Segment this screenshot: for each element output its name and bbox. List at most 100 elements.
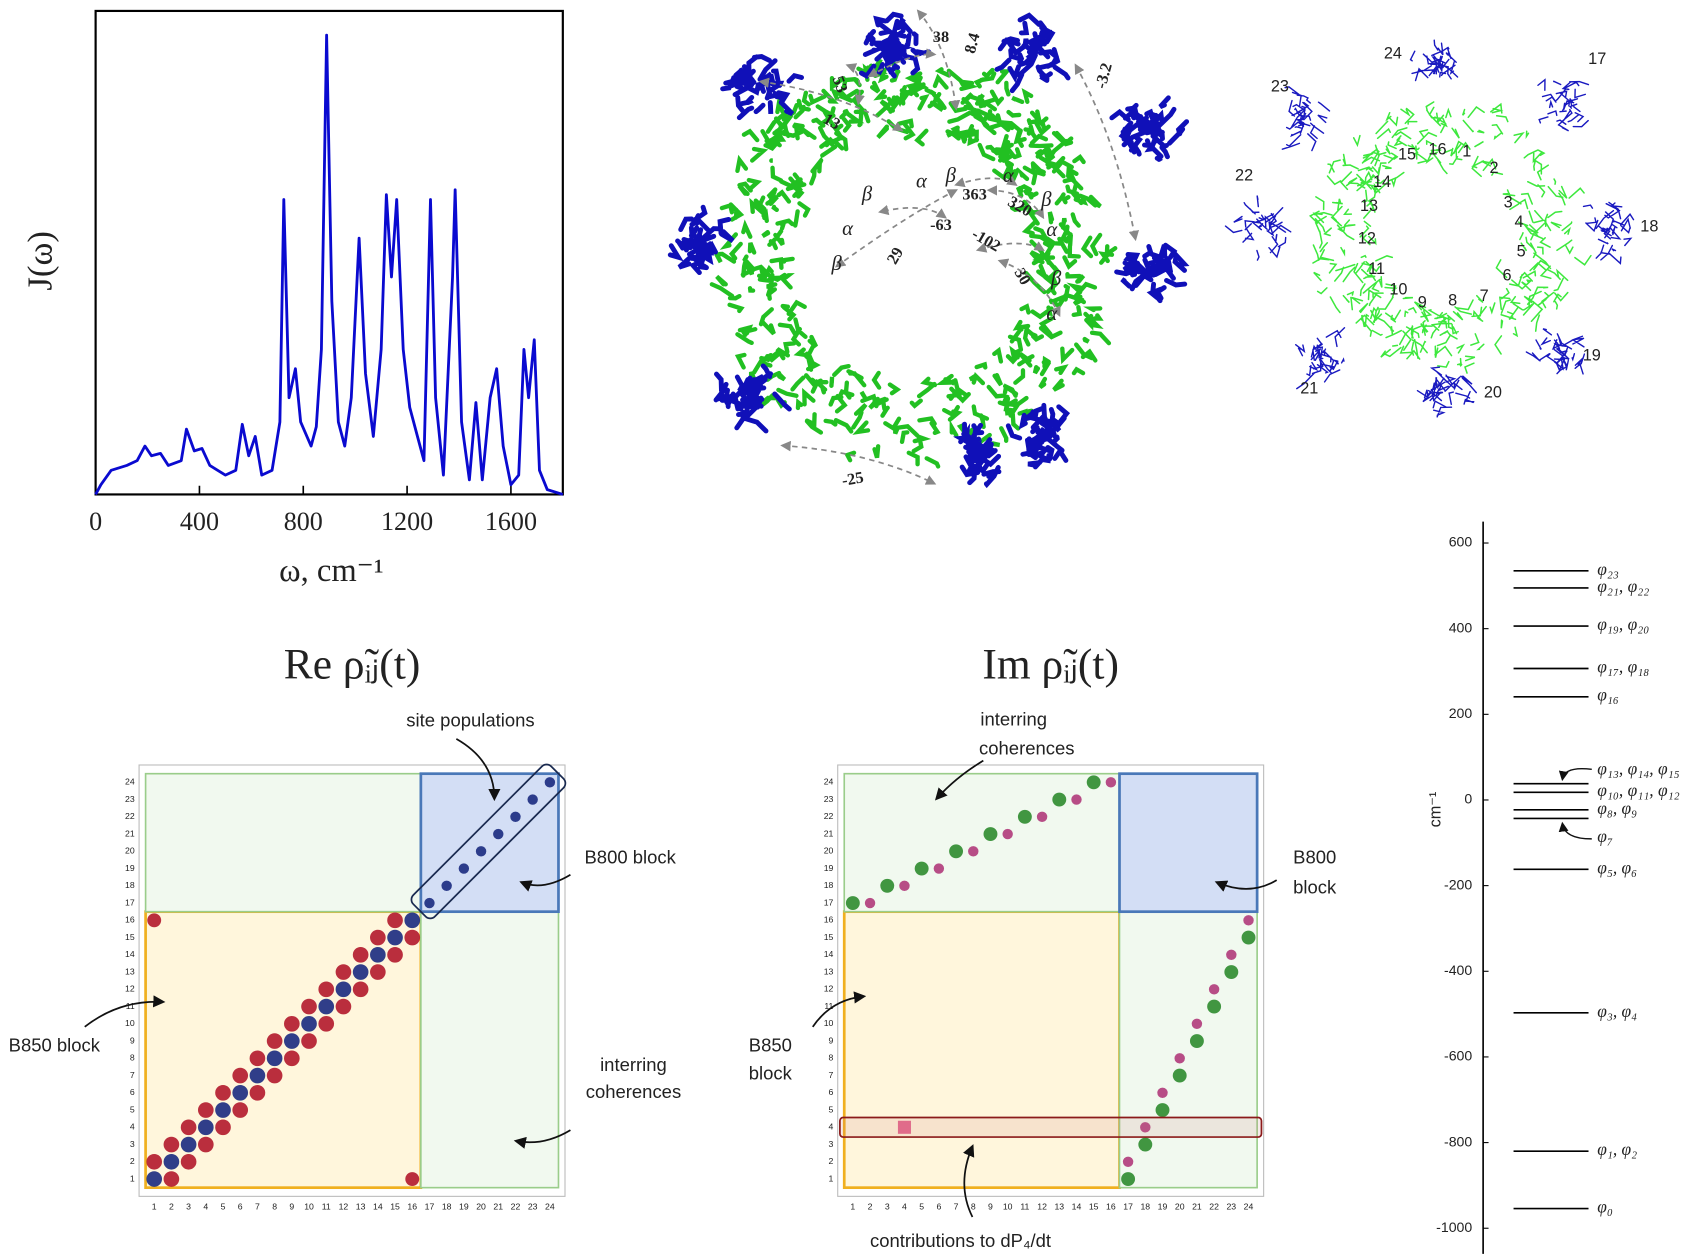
y-tick-label: 14: [125, 949, 135, 959]
y-tick-label: 24: [125, 777, 135, 787]
matrix-dot: [527, 794, 538, 805]
molecule-bonds: [1114, 242, 1190, 304]
matrix-dot: [1155, 1103, 1170, 1117]
matrix-dot: [232, 1102, 249, 1118]
x-tick-label: 1: [850, 1202, 855, 1212]
matrix-dot: [180, 1153, 197, 1170]
annotation: interring: [980, 708, 1047, 729]
y-tick-label: 9: [130, 1035, 135, 1045]
matrix-dot: [1208, 984, 1220, 995]
y-tick-label: -200: [1444, 876, 1472, 892]
x-tick-label: 24: [1244, 1202, 1254, 1212]
level-label: φ₂₃: [1597, 560, 1619, 579]
pigment-label: α: [1003, 165, 1015, 187]
site-number: 16: [1428, 140, 1446, 158]
level-label: φ₁₆: [1597, 686, 1619, 705]
annotation: interring: [600, 1054, 667, 1075]
matrix-dot: [370, 946, 386, 963]
matrix-dot: [458, 863, 470, 874]
annotation: site populations: [406, 709, 534, 730]
coupling-label: 38: [933, 27, 949, 46]
y-tick-label: 19: [125, 863, 135, 873]
x-tick-label: 22: [511, 1202, 521, 1212]
x-tick-label: 20: [1175, 1202, 1185, 1212]
matrix-title: Im ρ̃ᵢⱼ(t): [982, 640, 1119, 688]
y-tick-label: 3: [829, 1139, 834, 1149]
matrix-dot: [387, 929, 403, 946]
matrix-dot: [845, 896, 860, 911]
matrix-dot: [215, 1119, 231, 1136]
level-label: φ₁₇, φ₁₈: [1597, 657, 1649, 676]
molecule-bonds: [1582, 201, 1635, 265]
y-tick-label: 3: [130, 1139, 135, 1149]
annotation: B850 block: [9, 1034, 101, 1055]
site-number: 4: [1514, 213, 1523, 231]
y-tick-label: 18: [824, 880, 834, 890]
annotation: coherences: [979, 738, 1074, 759]
matrix-dot: [405, 1172, 420, 1186]
matrix-dot: [424, 897, 435, 909]
y-tick-label: 8: [829, 1053, 834, 1063]
matrix-dot: [335, 981, 352, 998]
y-tick-label: 10: [125, 1018, 135, 1028]
matrix-dot: [266, 1033, 283, 1049]
pigment-label: α: [1046, 219, 1058, 241]
matrix-dot: [232, 1084, 249, 1101]
x-tick-label: 12: [1037, 1202, 1047, 1212]
site-number: 18: [1640, 217, 1658, 235]
matrix-dot: [1036, 811, 1048, 823]
matrix-dot: [352, 946, 369, 963]
b800-block: [419, 772, 560, 914]
pigment-label: β: [861, 183, 873, 205]
b800-block: [1118, 772, 1259, 914]
x-tick-label: 7: [255, 1202, 260, 1212]
x-tick-label: 9: [988, 1202, 993, 1212]
x-tick-label: 21: [1192, 1202, 1202, 1212]
pigment-label: β: [1040, 189, 1052, 211]
molecule-bonds: [1224, 195, 1292, 261]
y-tick-label: 21: [824, 828, 834, 838]
matrix-dot: [1224, 965, 1239, 979]
y-tick-label: 4: [829, 1122, 834, 1132]
matrix-dot: [1138, 1137, 1153, 1152]
matrix-dot: [1121, 1172, 1136, 1186]
molecule-bonds: [994, 12, 1071, 94]
y-tick-label: 22: [125, 811, 135, 821]
coupling-label: -3.2: [1091, 61, 1116, 91]
coupling-label: 53: [829, 73, 852, 95]
y-tick-label: 18: [125, 880, 135, 890]
annotation: B850: [749, 1034, 792, 1055]
matrix-dot: [1241, 930, 1256, 945]
y-tick-label: 2: [829, 1156, 834, 1166]
coupling-label: 30: [1011, 264, 1036, 288]
y-tick-label: 6: [130, 1087, 135, 1097]
y-tick-label: 12: [125, 984, 135, 994]
site-number: 22: [1235, 166, 1253, 184]
matrix-dot: [266, 1050, 283, 1067]
annotation: contributions to dP₄/dt: [870, 1230, 1051, 1251]
matrix-dot: [197, 1102, 214, 1118]
x-tick-label: 16: [407, 1202, 417, 1212]
x-tick-label: 1600: [485, 507, 537, 536]
matrix-dot: [249, 1067, 266, 1084]
site-number: 9: [1418, 294, 1427, 312]
annotation: B800: [1293, 846, 1336, 867]
y-tick-label: -600: [1444, 1048, 1472, 1064]
matrix-dot: [864, 897, 876, 909]
coupling-label: -102: [969, 224, 1004, 255]
matrix-dot: [352, 981, 369, 998]
annotation-arrow: [455, 738, 501, 802]
x-tick-label: 11: [1020, 1202, 1029, 1212]
y-tick-label: 12: [824, 984, 834, 994]
matrix-dot: [335, 964, 352, 980]
level-label: φ₈, φ₉: [1597, 799, 1637, 818]
y-tick-label: 24: [824, 777, 834, 787]
level-label: φ₁₀, φ₁₁, φ₁₂: [1597, 781, 1679, 800]
site-number: 8: [1448, 291, 1457, 309]
x-tick-label: 1: [152, 1202, 157, 1212]
site-number: 14: [1373, 173, 1391, 191]
x-tick-label: 6: [936, 1202, 941, 1212]
x-tick-label: 16: [1106, 1202, 1116, 1212]
